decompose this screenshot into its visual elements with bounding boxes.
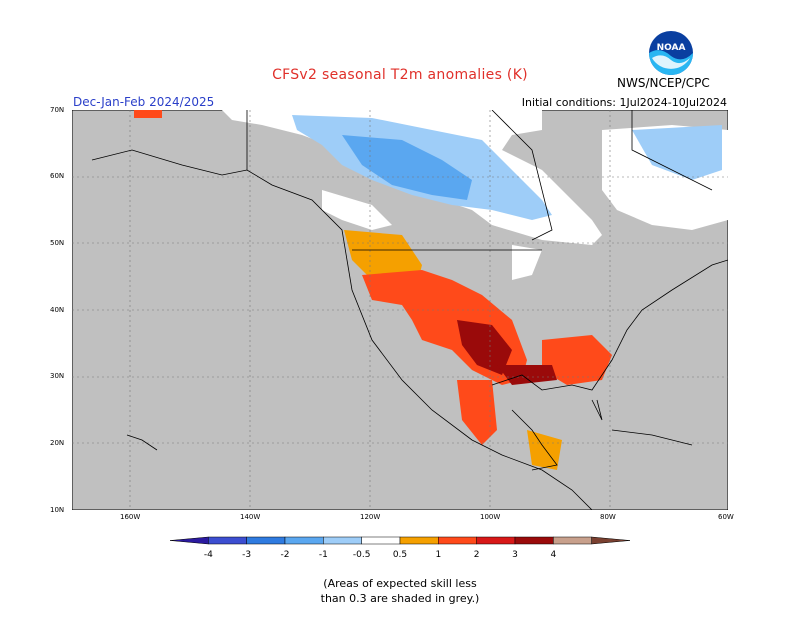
colorbar-swatch <box>284 536 324 545</box>
lat-label: 70N <box>50 106 65 114</box>
map-title: CFSv2 seasonal T2m anomalies (K) <box>272 67 528 83</box>
colorbar-label: 2 <box>474 550 480 560</box>
lat-label: 20N <box>50 439 65 447</box>
colorbar-label: 1 <box>435 550 441 560</box>
colorbar-label: -0.5 <box>353 550 371 560</box>
lat-label: 60N <box>50 172 65 180</box>
colorbar-swatch <box>246 536 286 545</box>
colorbar-swatches <box>170 536 630 545</box>
lon-label: 120W <box>360 513 381 521</box>
initial-conditions: Initial conditions: 1Jul2024-10Jul2024 <box>521 96 727 109</box>
lon-label: 100W <box>480 513 501 521</box>
colorbar-label: -1 <box>319 550 328 560</box>
agency-label: NWS/NCEP/CPC <box>617 76 710 90</box>
colorbar-swatch <box>208 536 247 545</box>
lat-label: 30N <box>50 372 65 380</box>
logo-text: NOAA <box>657 43 686 53</box>
colorbar: -4 -3 -2 -1 -0.5 0.5 1 2 3 4 <box>170 536 630 560</box>
colorbar-swatch <box>361 536 401 545</box>
lon-label: 140W <box>240 513 261 521</box>
lon-label: 160W <box>120 513 141 521</box>
skill-note: (Areas of expected skill less than 0.3 a… <box>0 576 800 606</box>
season-label: Dec-Jan-Feb 2024/2025 <box>73 95 215 109</box>
colorbar-label: 0.5 <box>393 550 407 560</box>
skill-note-line1: (Areas of expected skill less <box>323 577 477 590</box>
colorbar-swatch <box>399 536 439 545</box>
lat-label: 40N <box>50 306 65 314</box>
lat-label: 10N <box>50 506 65 514</box>
colorbar-label: -4 <box>204 550 213 560</box>
colorbar-label: 3 <box>512 550 518 560</box>
colorbar-swatch <box>553 536 592 545</box>
lat-label: 50N <box>50 239 65 247</box>
colorbar-swatch <box>323 536 362 545</box>
colorbar-label: 4 <box>550 550 556 560</box>
lon-label: 60W <box>718 513 734 521</box>
colorbar-labels: -4 -3 -2 -1 -0.5 0.5 1 2 3 4 <box>204 550 557 560</box>
noaa-logo: NOAA <box>649 31 693 75</box>
skill-note-line2: than 0.3 are shaded in grey.) <box>320 592 480 605</box>
colorbar-label: -2 <box>281 550 290 560</box>
anomaly-map <box>72 110 728 510</box>
colorbar-swatch <box>476 536 516 545</box>
lon-label: 80W <box>600 513 616 521</box>
colorbar-swatch <box>591 536 630 545</box>
colorbar-swatch <box>438 536 477 545</box>
colorbar-swatch <box>170 536 209 545</box>
colorbar-label: -3 <box>242 550 251 560</box>
colorbar-swatch <box>514 536 554 545</box>
